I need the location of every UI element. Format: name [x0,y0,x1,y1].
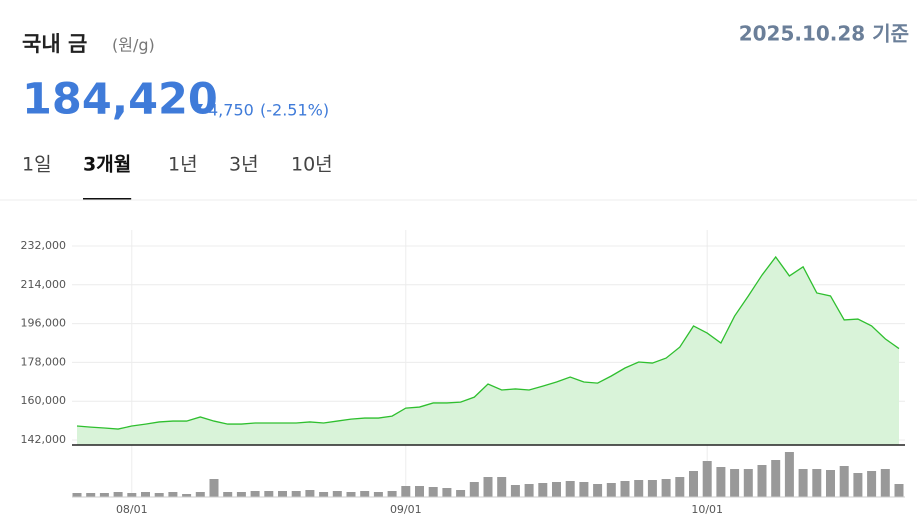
volume-bar [442,488,452,497]
volume-bar [689,471,698,497]
volume-bar [812,469,822,497]
volume-bar [634,480,644,497]
volume-bar [579,482,589,497]
price-area [77,256,899,445]
volume-bar [867,471,877,497]
volume-bar [702,461,712,497]
volume-bar [291,491,301,497]
volume-bar [168,492,178,497]
volume-bar [839,466,849,497]
volume-bar [606,483,616,497]
volume-bar [264,491,274,497]
volume-bar [524,484,534,497]
volume-bar [154,493,164,497]
title: 국내 금 [22,32,87,56]
volume-bar [86,493,96,497]
volume-bar [415,486,424,497]
volume-bar [593,484,603,497]
volume-bar [675,477,685,497]
volume-bar [250,491,260,497]
volume-bar [373,492,383,497]
period-tab[interactable]: 10년 [291,154,333,176]
volume-bar [141,492,150,497]
volume-bar [620,481,630,497]
volume-bar [209,479,219,497]
unit: (원/g) [112,36,155,55]
volume-bar [510,485,520,497]
volume-bar [771,460,781,497]
y-tick-label: 214,000 [21,278,67,291]
volume-bar [387,491,397,497]
volume-bar [278,491,287,497]
volume-bar [853,473,863,497]
period-tab[interactable]: 3개월 [83,154,131,176]
volume-bar [538,483,548,497]
volume-bar [894,484,904,497]
x-tick-label: 10/01 [691,503,723,516]
x-tick-label: 08/01 [116,503,148,516]
y-tick-label: 142,000 [21,433,67,446]
price-change: 4,750 [208,101,254,120]
y-tick-label: 160,000 [21,394,67,407]
volume-bar [99,493,109,497]
volume-bar [346,492,356,497]
volume-bar [72,493,82,497]
volume-bar [565,481,575,497]
volume-bar [127,493,137,497]
volume-bar [332,491,342,497]
volume-bar [305,490,315,497]
volume-bar [798,469,808,497]
volume-bar [483,477,493,497]
volume-bar [552,482,561,497]
volume-bar [236,492,246,497]
price: 184,420 [22,75,218,125]
volume-bar [497,477,507,497]
period-tab[interactable]: 1일 [22,154,52,176]
down-arrow [195,104,203,111]
y-tick-label: 196,000 [21,317,67,330]
volume-bar [784,452,794,497]
price-line [76,255,900,430]
volume-bar [730,469,740,497]
x-tick-label: 09/01 [390,503,422,516]
price-change-pct: (-2.51%) [260,101,329,120]
y-tick-label: 178,000 [21,355,67,368]
volume-bar [469,482,479,497]
volume-bar [826,470,835,497]
y-tick-label: 232,000 [21,239,67,252]
period-tab[interactable]: 1년 [168,154,198,176]
volume-bar [661,479,671,497]
date: 2025.10.28 기준 [739,22,909,46]
volume-bar [716,467,726,497]
volume-bar [182,494,192,497]
period-tab[interactable]: 3년 [229,154,259,176]
volume-bar [456,490,466,497]
volume-bar [647,480,657,497]
volume-bar [223,492,233,497]
volume-bar [757,465,767,497]
volume-bar [880,469,890,497]
volume-bar [319,492,329,497]
volume-bar [401,486,411,497]
volume-bar [360,491,370,497]
volume-bar [195,492,205,497]
volume-bar [113,492,123,497]
volume-bar [743,469,753,497]
volume-bar [428,487,438,497]
